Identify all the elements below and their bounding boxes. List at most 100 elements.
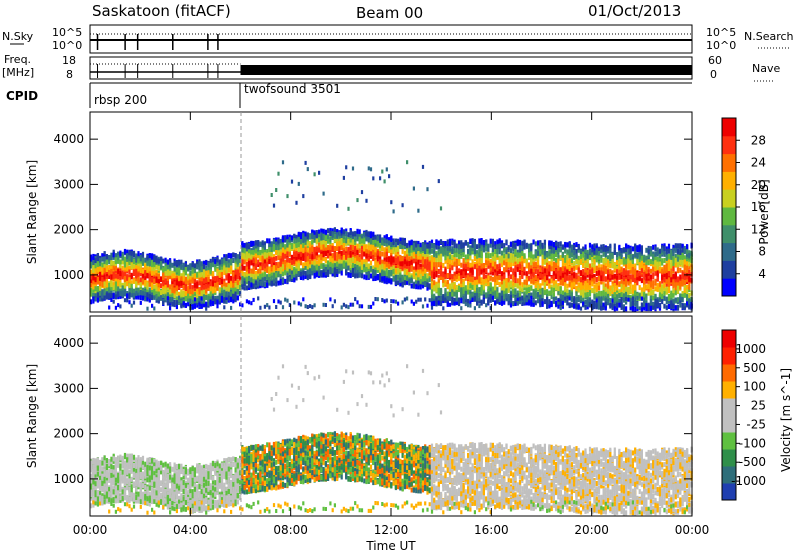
power-cell <box>264 282 266 287</box>
power-cell <box>126 262 128 267</box>
power-cell <box>451 274 453 279</box>
power-cell <box>203 294 205 299</box>
power-cell <box>415 300 417 304</box>
power-cell <box>282 271 284 276</box>
power-cell <box>189 263 191 268</box>
power-cell <box>433 257 435 262</box>
power-cell <box>271 193 273 197</box>
power-cell <box>359 239 361 244</box>
power-cell <box>248 261 250 266</box>
power-cell <box>253 250 255 255</box>
power-cell <box>117 269 119 274</box>
power-cell <box>395 276 397 281</box>
power-cell <box>408 257 410 262</box>
power-cell <box>140 295 142 300</box>
power-cell <box>284 298 286 302</box>
power-cell <box>388 240 390 245</box>
power-cell <box>397 246 399 251</box>
power-cell <box>397 239 399 244</box>
power-cell <box>449 246 451 251</box>
power-cell <box>429 266 431 271</box>
power-cell <box>327 234 329 239</box>
power-cell <box>406 255 408 260</box>
power-cell <box>426 265 428 270</box>
power-cell <box>203 299 205 304</box>
power-cell <box>176 300 178 305</box>
power-cell <box>404 270 406 275</box>
power-cell <box>124 276 126 281</box>
power-cell <box>257 281 259 286</box>
power-cell <box>388 247 390 252</box>
power-cell <box>259 242 261 247</box>
power-cell <box>463 243 465 248</box>
power-cell <box>135 274 137 279</box>
power-cell <box>187 302 189 306</box>
power-cell <box>334 267 336 272</box>
power-cell <box>451 283 453 288</box>
power-cell <box>444 293 446 298</box>
power-cell <box>363 274 365 279</box>
power-cell <box>393 276 395 281</box>
power-cell <box>194 274 196 279</box>
power-cell <box>187 286 189 291</box>
power-cell <box>352 257 354 262</box>
power-cell <box>235 283 237 288</box>
power-cell <box>329 297 331 301</box>
power-cell <box>438 249 440 254</box>
power-cell <box>379 243 381 248</box>
power-cell <box>314 273 316 278</box>
power-cell <box>101 262 103 267</box>
power-cell <box>126 298 128 302</box>
power-cell <box>393 209 395 213</box>
power-cell <box>171 263 173 268</box>
power-cell <box>295 262 297 267</box>
power-cell <box>160 290 162 295</box>
power-cell <box>140 282 142 287</box>
power-cell <box>451 246 453 251</box>
power-cell <box>415 249 417 254</box>
power-cell <box>207 277 209 282</box>
power-cell <box>95 277 97 282</box>
power-cell <box>467 254 469 259</box>
power-cell <box>341 251 343 256</box>
power-cell <box>413 302 415 306</box>
power-cell <box>230 282 232 287</box>
power-cell <box>379 251 381 256</box>
power-cell <box>449 259 451 264</box>
power-cell <box>214 299 216 304</box>
power-cell <box>223 292 225 297</box>
power-cell <box>273 239 275 244</box>
power-cell <box>259 257 261 262</box>
power-cell <box>264 272 266 277</box>
freq-label: Freq. <box>4 53 31 66</box>
power-cell <box>115 274 117 279</box>
power-cell <box>332 247 334 252</box>
power-cell <box>201 272 203 277</box>
power-cell <box>277 300 279 304</box>
power-cell <box>318 237 320 242</box>
power-cell <box>189 299 191 304</box>
power-cell <box>221 279 223 284</box>
power-cell <box>467 290 469 295</box>
power-cell <box>156 277 158 282</box>
power-cell <box>165 258 167 263</box>
power-cell <box>347 258 349 263</box>
power-cell <box>196 264 198 269</box>
power-cell <box>268 269 270 274</box>
power-cell <box>124 298 126 302</box>
power-cell <box>144 265 146 270</box>
power-cell <box>203 264 205 269</box>
power-cell <box>144 281 146 286</box>
power-cell <box>305 237 307 242</box>
freq-tick-bottom: 8 <box>66 68 73 81</box>
power-cell <box>449 284 451 289</box>
power-cell <box>350 245 352 250</box>
power-cell <box>343 243 345 248</box>
power-cell <box>300 234 302 239</box>
power-cell <box>347 250 349 255</box>
power-cell <box>230 253 232 258</box>
power-cell <box>280 244 282 249</box>
power-cell <box>117 281 119 286</box>
power-cell <box>444 255 446 260</box>
